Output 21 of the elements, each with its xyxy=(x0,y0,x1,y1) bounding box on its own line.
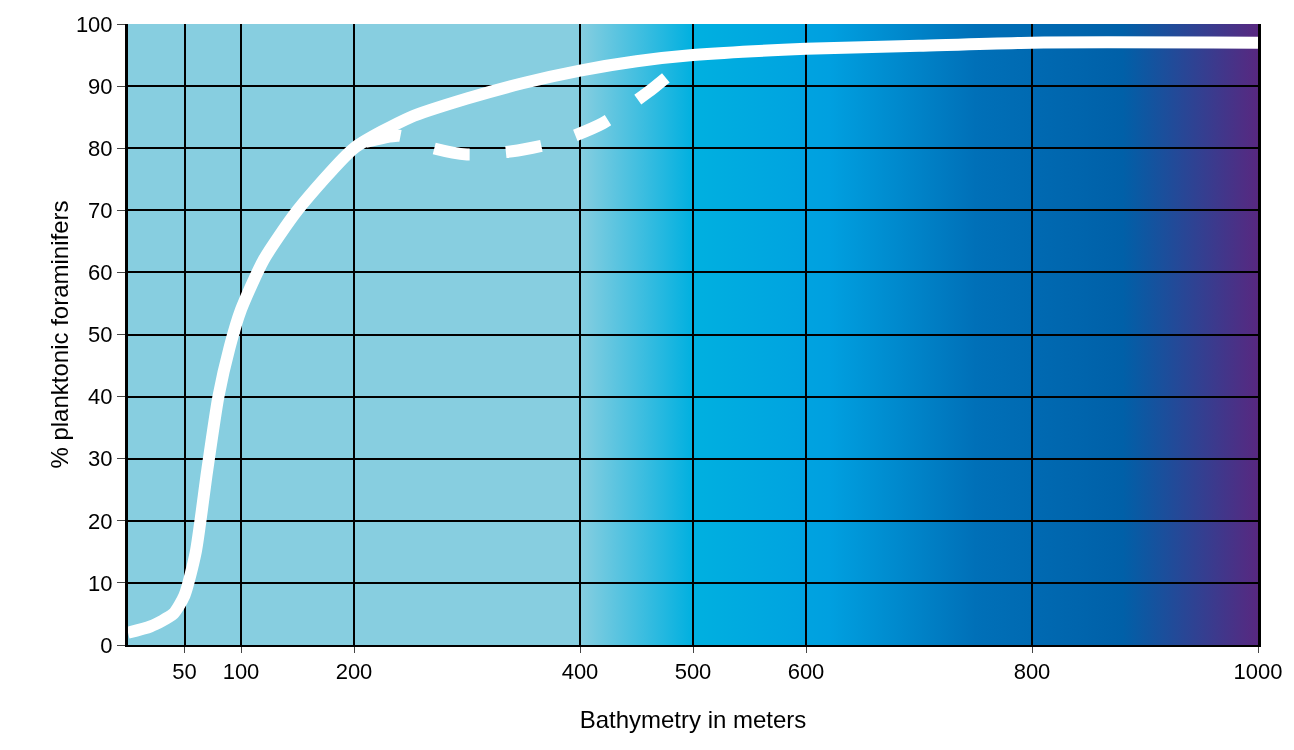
y-tick-label: 30 xyxy=(88,446,113,472)
x-tick-label: 600 xyxy=(787,659,825,685)
y-axis-title: % planktonic foraminifers xyxy=(46,200,73,469)
y-tick-label: 60 xyxy=(88,260,113,286)
y-tick-label: 80 xyxy=(88,135,113,161)
x-tick-label: 200 xyxy=(335,659,373,685)
x-tick-label: 500 xyxy=(674,659,712,685)
y-tick-label: 100 xyxy=(75,11,113,37)
y-tick-label: 70 xyxy=(88,198,113,223)
y-tick-label: 0 xyxy=(100,632,113,658)
x-tick-label: 800 xyxy=(1013,659,1051,685)
x-axis-title: Bathymetry in meters xyxy=(579,706,807,733)
x-tick-label: 1000 xyxy=(1233,659,1283,685)
y-tick-label: 90 xyxy=(88,73,113,99)
y-tick-label: 50 xyxy=(88,322,113,348)
x-tick-label: 50 xyxy=(172,659,197,685)
x-tick-label: 100 xyxy=(222,659,260,685)
y-tick-label: 10 xyxy=(88,570,113,596)
y-tick-label: 40 xyxy=(88,384,113,410)
x-tick-label: 400 xyxy=(561,659,599,685)
y-tick-label: 20 xyxy=(88,508,113,534)
